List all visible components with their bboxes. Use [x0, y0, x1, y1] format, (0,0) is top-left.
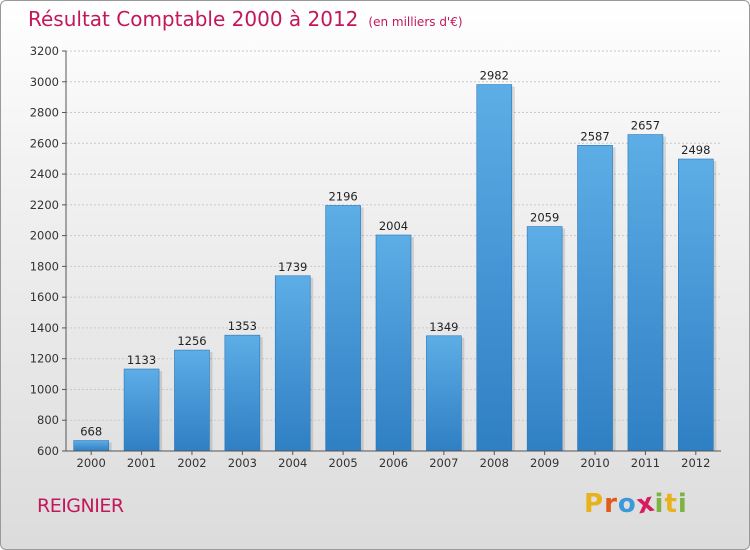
y-tick-label: 2800	[30, 106, 59, 120]
logo-letter: r	[604, 489, 618, 519]
y-tick-label: 3000	[30, 75, 59, 89]
data-label-2011: 2657	[631, 119, 660, 133]
y-tick-label: 800	[37, 413, 59, 427]
data-label-2000: 668	[80, 425, 102, 439]
data-label-2002: 1256	[177, 334, 206, 348]
proxiti-logo[interactable]: Proxiti	[584, 487, 688, 520]
bar-2011[interactable]	[627, 134, 664, 452]
bar-2000[interactable]	[73, 440, 109, 452]
data-label-2005: 2196	[328, 189, 357, 203]
bar-2006[interactable]	[375, 234, 412, 452]
x-tick-label-2002: 2002	[177, 456, 206, 470]
bar-2003[interactable]	[224, 334, 261, 452]
x-tick-label-2012: 2012	[681, 456, 710, 470]
x-tick-label-2003: 2003	[228, 456, 257, 470]
x-tick-label-2004: 2004	[278, 456, 307, 470]
y-tick-label: 1600	[30, 290, 59, 304]
logo-letter: i	[654, 489, 665, 519]
logo-letter: t	[664, 489, 678, 519]
y-tick-label: 1800	[30, 259, 59, 273]
bar-2002[interactable]	[174, 349, 210, 452]
x-tick-label-2000: 2000	[77, 456, 106, 470]
data-label-2008: 2982	[480, 69, 509, 83]
x-tick-label-2001: 2001	[127, 456, 156, 470]
logo-letter: P	[584, 489, 605, 519]
data-label-2007: 1349	[429, 320, 458, 334]
data-label-2009: 2059	[530, 211, 559, 225]
bar-2005[interactable]	[325, 205, 361, 452]
bar-2012[interactable]	[678, 158, 714, 452]
bar-2004[interactable]	[274, 275, 311, 452]
bars	[73, 84, 717, 452]
x-tick-label-2010: 2010	[580, 456, 609, 470]
chart-title-block: Résultat Comptable 2000 à 2012 (en millie…	[28, 7, 463, 31]
x-tick-label-2009: 2009	[530, 456, 559, 470]
x-tick-label-2006: 2006	[379, 456, 408, 470]
x-axis: 2000 2001 2002 2003 2004 2005 2006 2007 2008 2009…	[66, 450, 721, 470]
logo-letter: o	[617, 489, 637, 519]
x-tick-label-2007: 2007	[429, 456, 458, 470]
x-tick-label-2011: 2011	[631, 456, 660, 470]
chart-title: Résultat Comptable 2000 à 2012	[28, 7, 359, 31]
bar-2007[interactable]	[426, 335, 462, 452]
bar-2009[interactable]	[526, 226, 563, 452]
y-tick-label: 2600	[30, 136, 59, 150]
data-label-2004: 1739	[278, 260, 307, 274]
data-label-2001: 1133	[127, 353, 156, 367]
data-label-2012: 2498	[681, 143, 710, 157]
data-label-2003: 1353	[228, 319, 257, 333]
y-tick-label: 1000	[30, 382, 59, 396]
y-tick-label: 2200	[30, 198, 59, 212]
y-tick-label: 3200	[30, 44, 59, 58]
x-tick-label-2008: 2008	[480, 456, 509, 470]
x-tick-label-2005: 2005	[328, 456, 357, 470]
data-label-2006: 2004	[379, 219, 408, 233]
y-tick-label: 2400	[30, 167, 59, 181]
data-label-2010: 2587	[580, 129, 609, 143]
y-tick-label: 2000	[30, 229, 59, 243]
data-labels: 668 1133 1256 1353 1739 2196 2004 1349 2982 2059 2…	[80, 69, 710, 439]
bar-2008[interactable]	[476, 84, 513, 452]
y-axis: 600 800 1000 1200 1400 1600 1800 2000 2200 2400 26…	[30, 44, 67, 458]
chart-subtitle: (en milliers d'€)	[368, 15, 463, 29]
commune-name: REIGNIER	[37, 495, 124, 517]
bar-2001[interactable]	[123, 368, 160, 452]
y-tick-label: 1400	[30, 321, 59, 335]
y-tick-label: 600	[37, 444, 59, 458]
y-tick-label: 1200	[30, 352, 59, 366]
logo-letter: i	[677, 489, 688, 519]
bar-2010[interactable]	[577, 145, 613, 452]
